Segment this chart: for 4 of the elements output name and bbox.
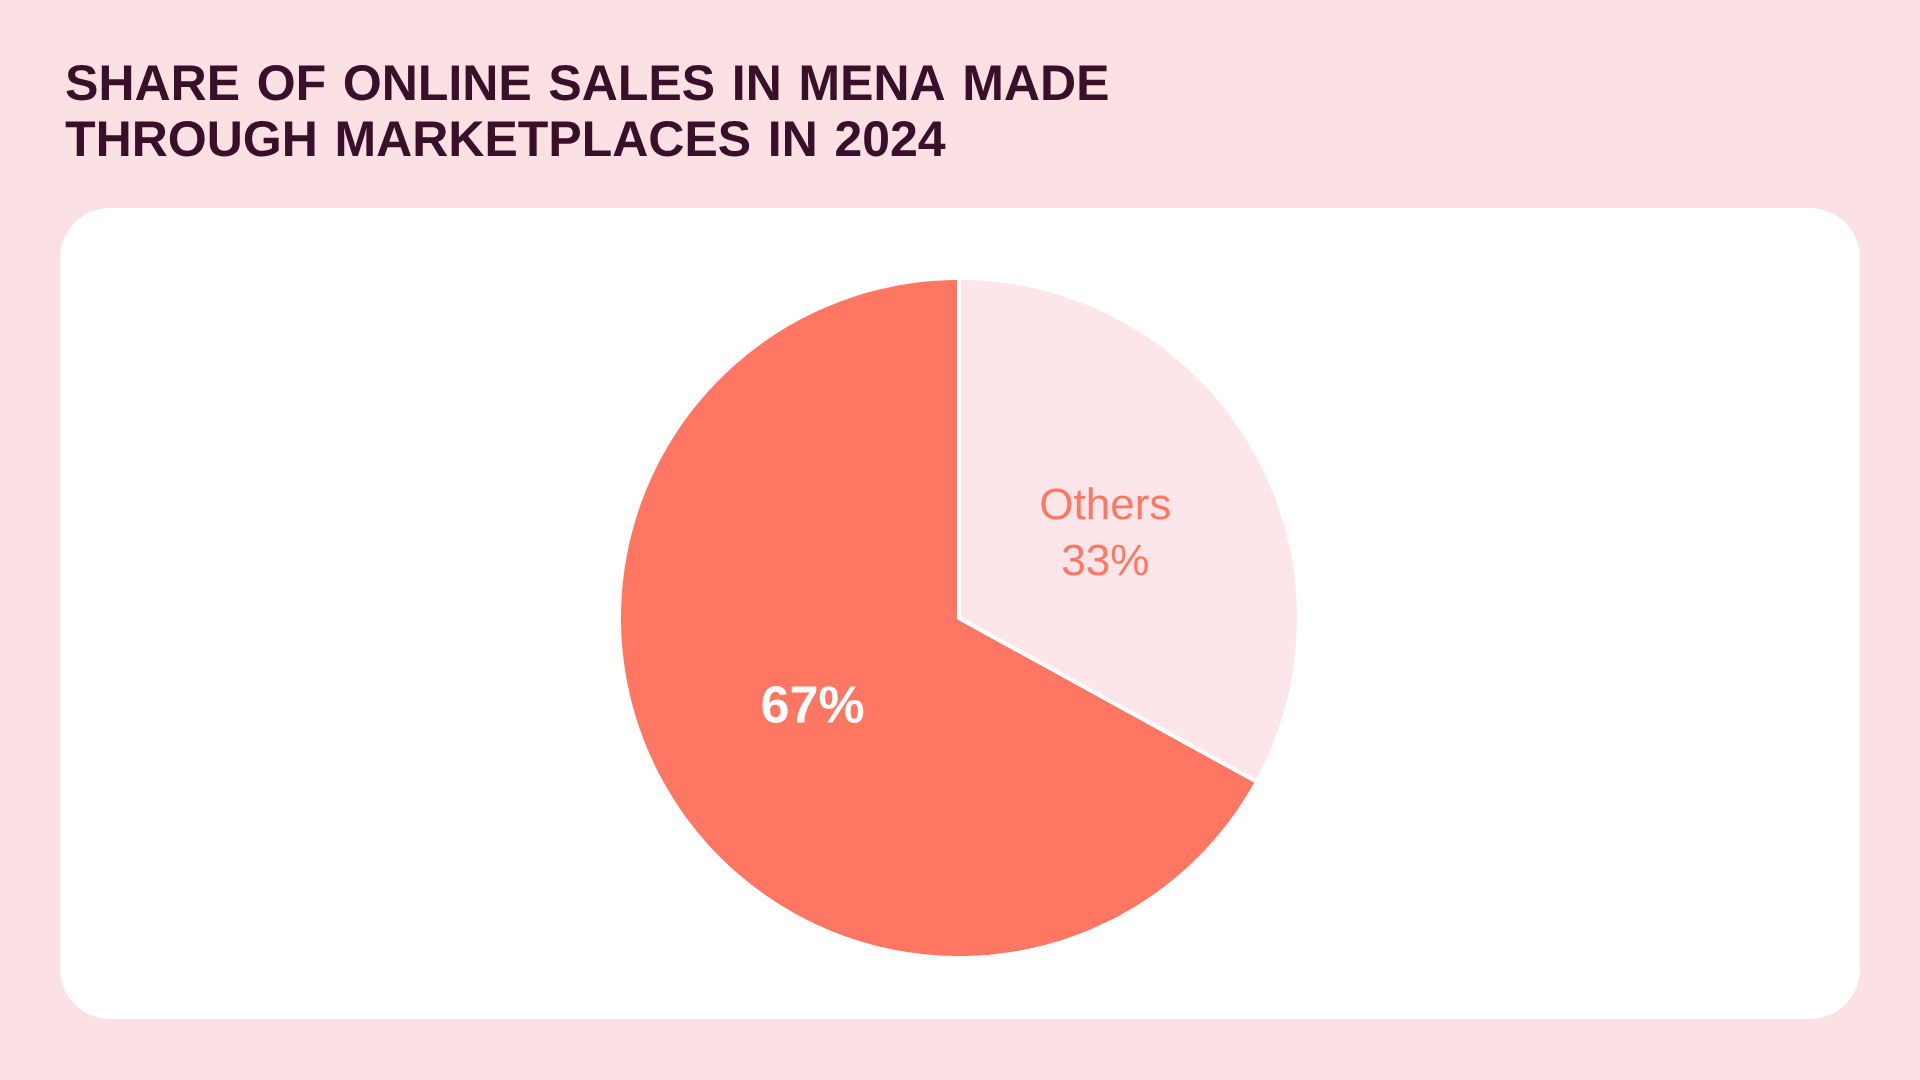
data-label: 33% (1062, 544, 1148, 576)
slice-label: Others (1041, 487, 1170, 520)
chart-title: SHARE OF ONLINE SALES IN MENA MADE THROUGH MARKETPLACES IN 2024 (65, 65, 1108, 157)
data-label: 67% (762, 686, 864, 723)
